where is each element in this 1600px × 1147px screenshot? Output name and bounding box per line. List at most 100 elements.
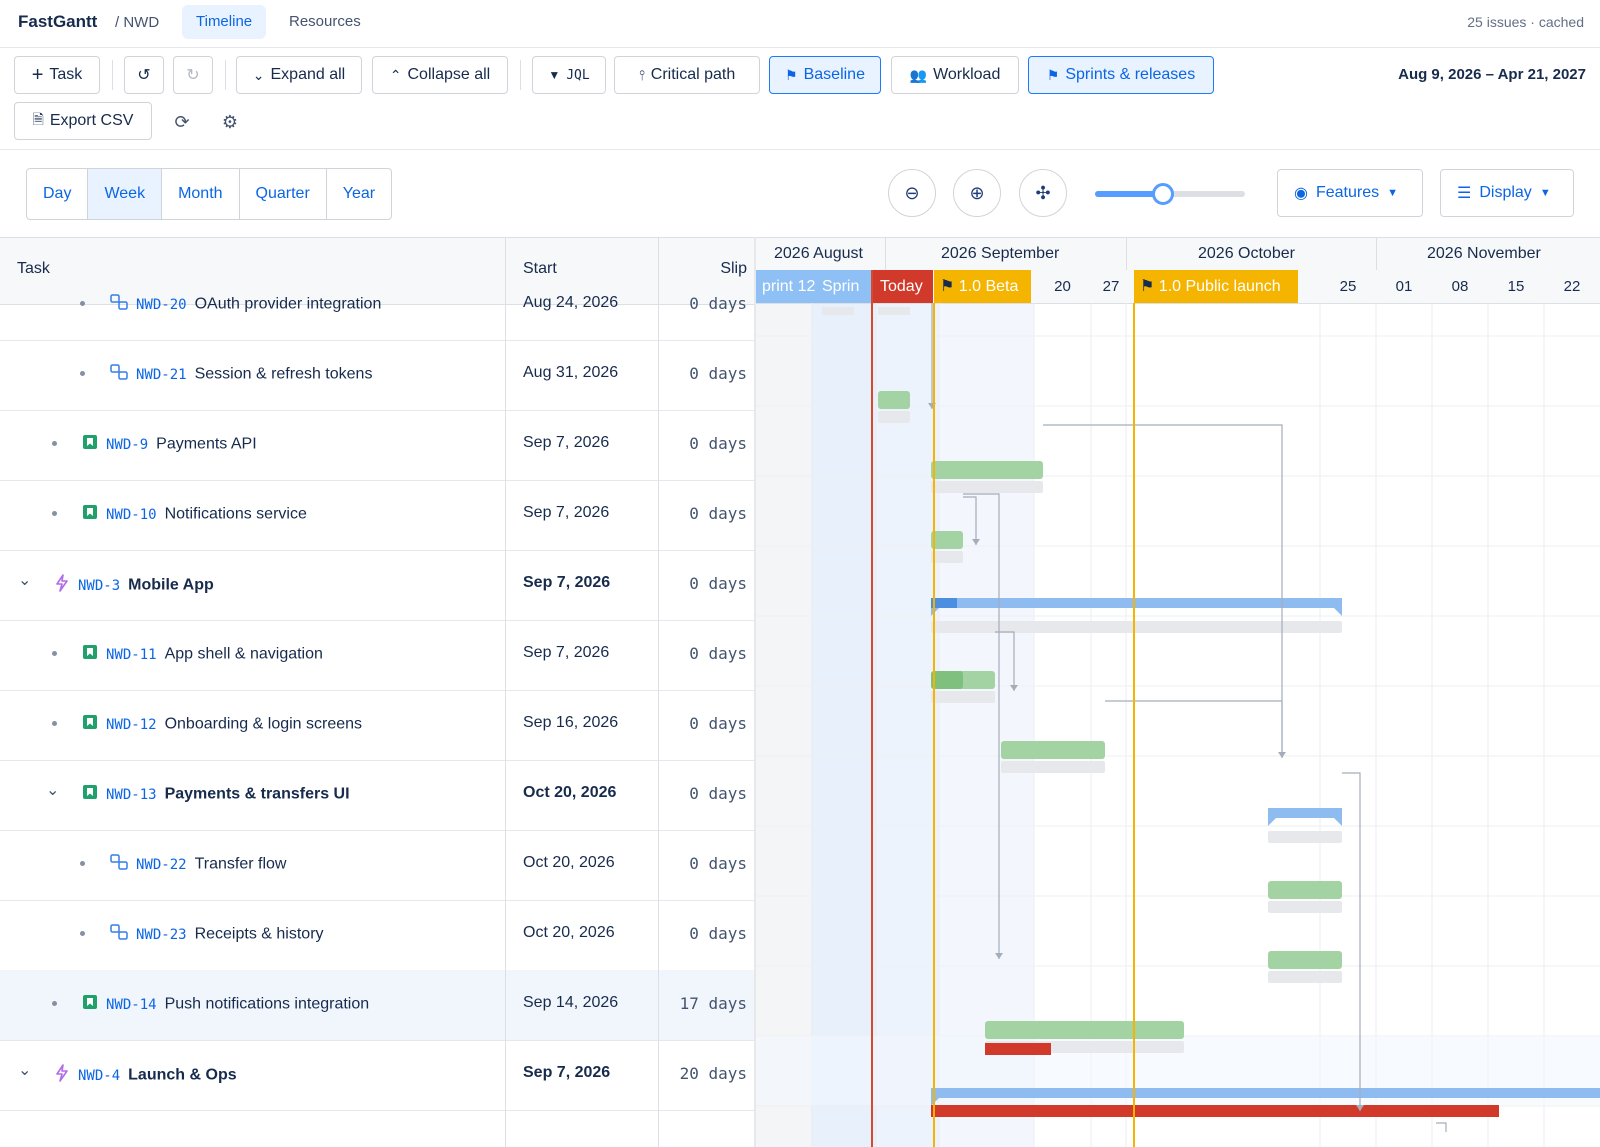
tab-resources[interactable]: Resources — [289, 13, 361, 30]
zoom-slider-handle[interactable] — [1151, 183, 1174, 205]
fit-to-screen-button[interactable]: ✣ — [1019, 169, 1067, 217]
start-date-cell[interactable]: Sep 7, 2026 — [523, 644, 610, 661]
task-row[interactable]: ⌄ NWD-4 Launch & Ops Sep 7, 2026 20 days — [0, 1040, 755, 1111]
zoom-in-button[interactable]: ⊕ — [953, 169, 1001, 217]
baseline-bar[interactable] — [931, 551, 963, 563]
task-bar[interactable] — [1268, 951, 1342, 969]
sprints-releases-toggle[interactable]: ⚑ Sprints & releases — [1028, 56, 1214, 94]
issue-key[interactable]: NWD-9 — [106, 436, 149, 453]
task-row[interactable]: NWD-23 Receipts & history Oct 20, 2026 0 da… — [0, 900, 755, 971]
scale-month[interactable]: Month — [162, 169, 240, 219]
undo-button[interactable]: ↺ — [124, 56, 164, 94]
baseline-bar[interactable] — [1268, 901, 1342, 913]
slip-bar[interactable] — [931, 1105, 1499, 1117]
issue-key[interactable]: NWD-12 — [106, 716, 157, 733]
issue-key[interactable]: NWD-22 — [136, 856, 187, 873]
start-date-cell[interactable]: Oct 20, 2026 — [523, 924, 615, 941]
expand-chevron-icon[interactable]: ⌄ — [18, 572, 32, 589]
task-row[interactable]: NWD-12 Onboarding & login screens Sep 16, … — [0, 690, 755, 761]
features-dropdown[interactable]: ◉ Features ▼ — [1277, 169, 1423, 217]
baseline-bar[interactable] — [822, 307, 854, 315]
summary-bar[interactable] — [931, 1088, 1600, 1098]
summary-progress-bar[interactable] — [931, 598, 957, 608]
issue-key[interactable]: NWD-3 — [78, 577, 121, 594]
settings-button[interactable]: ⚙ — [216, 108, 244, 136]
task-row[interactable]: NWD-21 Session & refresh tokens Aug 31, 20… — [0, 340, 755, 411]
task-title-cell[interactable]: NWD-20 OAuth provider integration — [110, 294, 381, 315]
task-title-cell[interactable]: NWD-10 Notifications service — [82, 504, 307, 525]
task-title-cell[interactable]: NWD-12 Onboarding & login screens — [82, 714, 362, 735]
expand-all-button[interactable]: ⌄ Expand all — [236, 56, 362, 94]
task-title-cell[interactable]: NWD-23 Receipts & history — [110, 924, 324, 945]
issue-key[interactable]: NWD-11 — [106, 646, 157, 663]
issue-key[interactable]: NWD-20 — [136, 296, 187, 313]
start-date-cell[interactable]: Oct 20, 2026 — [523, 854, 615, 871]
start-date-cell[interactable]: Sep 7, 2026 — [523, 574, 611, 591]
critical-path-button[interactable]: ⫯ Critical path — [614, 56, 760, 94]
summary-bar-cap[interactable] — [1334, 818, 1342, 826]
workload-button[interactable]: 👥 Workload — [891, 56, 1019, 94]
summary-bar-cap[interactable] — [1268, 818, 1276, 826]
baseline-bar[interactable] — [1268, 971, 1342, 983]
zoom-out-button[interactable]: ⊖ — [888, 169, 936, 217]
zoom-slider[interactable] — [1095, 183, 1245, 205]
jql-filter-button[interactable]: ▼ JQL — [532, 56, 606, 94]
expand-chevron-icon[interactable]: ⌄ — [46, 782, 60, 799]
baseline-bar[interactable] — [1268, 831, 1342, 843]
issue-key[interactable]: NWD-10 — [106, 506, 157, 523]
progress-bar[interactable] — [931, 671, 963, 689]
column-header-start[interactable]: Start — [523, 260, 557, 277]
summary-bar-cap[interactable] — [1334, 608, 1342, 616]
task-row[interactable]: NWD-14 Push notifications integration Sep … — [0, 970, 755, 1041]
summary-bar[interactable] — [1268, 808, 1342, 818]
task-bar[interactable] — [931, 531, 963, 549]
start-date-cell[interactable]: Sep 7, 2026 — [523, 504, 610, 521]
tab-timeline[interactable]: Timeline — [182, 5, 267, 39]
baseline-bar[interactable] — [931, 621, 1342, 633]
redo-button[interactable]: ↻ — [173, 56, 213, 94]
release-chip-launch[interactable]: ⚑ 1.0 Public launch — [1134, 270, 1298, 303]
task-bar[interactable] — [1268, 881, 1342, 899]
summary-bar[interactable] — [931, 598, 1342, 608]
refresh-button[interactable]: ⟳ — [168, 108, 196, 136]
start-date-cell[interactable]: Sep 7, 2026 — [523, 434, 610, 451]
task-bar[interactable] — [1001, 741, 1105, 759]
slip-bar[interactable] — [985, 1043, 1051, 1055]
task-title-cell[interactable]: NWD-11 App shell & navigation — [82, 644, 323, 665]
task-title-cell[interactable]: NWD-13 Payments & transfers UI — [82, 784, 350, 805]
task-title-cell[interactable]: NWD-4 Launch & Ops — [54, 1064, 237, 1087]
task-row[interactable]: NWD-9 Payments API Sep 7, 2026 0 days — [0, 410, 755, 481]
column-header-slip[interactable]: Slip — [720, 260, 747, 277]
task-bar[interactable] — [878, 391, 910, 409]
start-date-cell[interactable]: Sep 16, 2026 — [523, 714, 619, 731]
task-title-cell[interactable]: NWD-9 Payments API — [82, 434, 257, 455]
issue-key[interactable]: NWD-21 — [136, 366, 187, 383]
start-date-cell[interactable]: Sep 14, 2026 — [523, 994, 619, 1011]
scale-day[interactable]: Day — [27, 169, 89, 219]
start-date-cell[interactable]: Sep 7, 2026 — [523, 1064, 611, 1081]
task-title-cell[interactable]: NWD-21 Session & refresh tokens — [110, 364, 372, 385]
issue-key[interactable]: NWD-13 — [106, 786, 157, 803]
expand-chevron-icon[interactable]: ⌄ — [18, 1062, 32, 1079]
release-chip-beta[interactable]: ⚑ 1.0 Beta — [934, 270, 1031, 303]
display-dropdown[interactable]: ☰ Display ▼ — [1440, 169, 1574, 217]
baseline-toggle[interactable]: ⚑ Baseline — [769, 56, 881, 94]
task-row[interactable]: NWD-11 App shell & navigation Sep 7, 2026 0… — [0, 620, 755, 691]
sprint-chip[interactable]: Sprin — [816, 270, 872, 303]
task-row[interactable]: NWD-20 OAuth provider integration Aug 24, … — [0, 270, 755, 341]
scale-quarter[interactable]: Quarter — [240, 169, 327, 219]
baseline-bar[interactable] — [931, 481, 1043, 493]
baseline-bar[interactable] — [931, 691, 995, 703]
baseline-bar[interactable] — [878, 307, 910, 315]
baseline-bar[interactable] — [878, 411, 910, 423]
start-date-cell[interactable]: Aug 31, 2026 — [523, 364, 619, 381]
app-brand[interactable]: FastGantt — [18, 12, 98, 31]
issue-key[interactable]: NWD-4 — [78, 1067, 121, 1084]
task-title-cell[interactable]: NWD-14 Push notifications integration — [82, 994, 369, 1015]
export-csv-button[interactable]: 🗎 Export CSV — [14, 102, 152, 140]
start-date-cell[interactable]: Oct 20, 2026 — [523, 784, 617, 801]
task-row[interactable]: ⌄ NWD-3 Mobile App Sep 7, 2026 0 days — [0, 550, 755, 621]
task-row[interactable]: NWD-22 Transfer flow Oct 20, 2026 0 days — [0, 830, 755, 901]
task-title-cell[interactable]: NWD-22 Transfer flow — [110, 854, 286, 875]
baseline-bar[interactable] — [1001, 761, 1105, 773]
